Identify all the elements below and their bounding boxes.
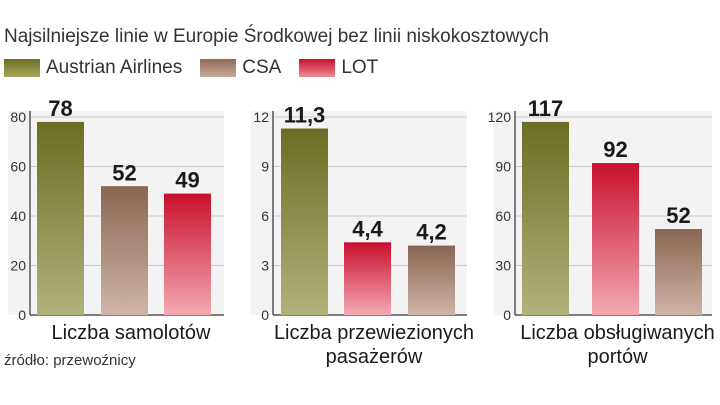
y-tick-label: 0 (503, 307, 511, 323)
legend-item-austrian: Austrian Airlines (4, 57, 182, 79)
y-tick-label: 0 (18, 307, 26, 323)
source-note: źródło: przewoźnicy (4, 352, 136, 369)
legend: Austrian Airlines CSA LOT (4, 57, 396, 79)
bar-value-label: 52 (112, 160, 136, 185)
y-tick-label: 60 (495, 208, 511, 224)
bar-value-label: 4,4 (352, 216, 383, 241)
bar (655, 229, 702, 315)
bar-top (522, 121, 569, 124)
legend-swatch-csa (200, 59, 237, 77)
bar-top (281, 128, 328, 131)
x-axis-label: pasażerów (326, 346, 423, 368)
chart-title: Najsilniejsze linie w Europie Środkowej … (4, 26, 549, 47)
bar-value-label: 49 (175, 168, 199, 193)
y-tick-label: 9 (261, 159, 269, 175)
bar (281, 128, 328, 315)
bar-value-label: 52 (666, 203, 690, 228)
y-tick-label: 90 (495, 159, 511, 175)
bar-value-label: 11,3 (284, 103, 326, 128)
bar (592, 163, 639, 315)
legend-label-lot: LOT (341, 57, 379, 78)
bar-top (37, 121, 84, 124)
y-tick-label: 20 (10, 258, 26, 274)
bar-top (592, 163, 639, 166)
y-tick-label: 40 (10, 208, 26, 224)
bar (522, 121, 569, 315)
bar (408, 245, 455, 315)
bar-top (655, 229, 702, 232)
y-tick-label: 30 (495, 258, 511, 274)
bar (344, 242, 391, 315)
y-tick-label: 60 (10, 159, 26, 175)
legend-label-austrian: Austrian Airlines (46, 57, 183, 78)
legend-swatch-austrian (4, 59, 40, 77)
y-tick-label: 0 (261, 307, 269, 323)
y-tick-label: 12 (253, 109, 269, 125)
bar (101, 186, 148, 315)
bar (164, 193, 211, 315)
legend-label-csa: CSA (242, 57, 282, 78)
x-axis-label: Liczba obsługiwanych (520, 322, 715, 344)
x-axis-label: Liczba samolotów (52, 322, 212, 344)
chart-panel-3: 0 30 60 90 120 117 92 52 Liczba obsługiwanychpor… (488, 96, 715, 368)
y-tick-label: 6 (261, 208, 269, 224)
y-tick-label: 3 (261, 258, 269, 274)
legend-swatch-lot (299, 59, 336, 77)
bar-value-label: 78 (48, 96, 72, 121)
y-tick-label: 120 (488, 109, 512, 125)
chart-panel-2: 0 3 6 9 12 11,3 4,4 4,2 Liczba przewiezionychpas… (251, 103, 474, 368)
legend-item-csa: CSA (200, 57, 281, 79)
bar-top (344, 242, 391, 245)
bar-top (101, 186, 148, 189)
y-tick-label: 80 (10, 109, 26, 125)
bar-top (408, 245, 455, 248)
bar (37, 121, 84, 315)
bar-top (164, 193, 211, 196)
x-axis-label: portów (587, 346, 648, 368)
chart-panel-1: 0 20 40 60 80 78 52 49 Liczba samolotów (8, 96, 224, 344)
bar-value-label: 117 (528, 96, 564, 121)
x-axis-label: Liczba przewiezionych (274, 322, 474, 344)
bar-value-label: 92 (603, 137, 627, 162)
bar-value-label: 4,2 (416, 220, 447, 245)
legend-item-lot: LOT (299, 57, 378, 79)
